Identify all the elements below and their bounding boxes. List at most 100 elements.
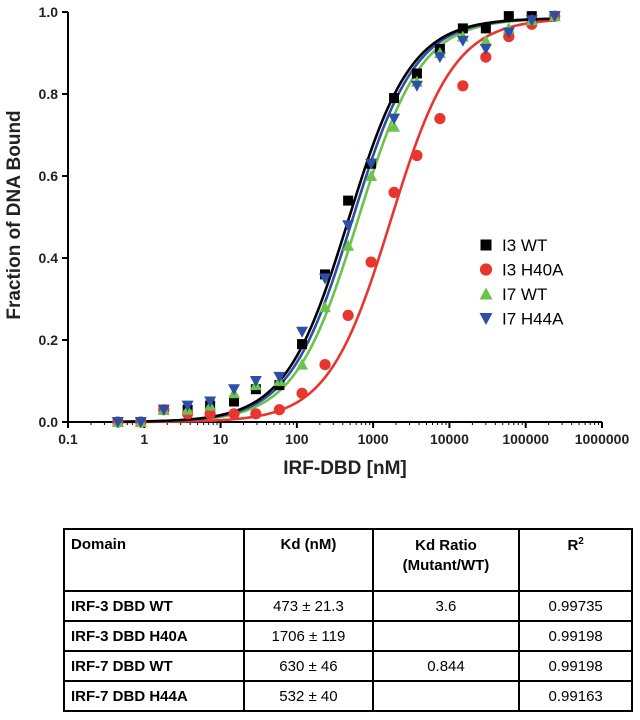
legend-marker	[479, 287, 493, 300]
header-r2: R2	[518, 528, 633, 592]
legend-label: I7 WT	[502, 285, 547, 304]
data-point	[296, 358, 309, 370]
cell-domain: IRF-7 DBD WT	[62, 650, 246, 682]
cell-r2: 0.99198	[518, 620, 633, 652]
data-point	[365, 170, 378, 181]
header-kd: Kd (nM)	[243, 528, 374, 592]
data-point	[229, 396, 240, 407]
table-header-row: Domain Kd (nM) Kd Ratio (Mutant/WT) R2	[62, 528, 633, 592]
data-point	[111, 417, 124, 428]
data-point	[433, 52, 446, 64]
data-point	[204, 396, 217, 408]
cell-domain: IRF-3 DBD H40A	[62, 620, 246, 652]
table-row: IRF-7 DBD WT 630 ± 46 0.844 0.99198	[62, 650, 633, 682]
y-tick-label: 0.8	[39, 86, 59, 102]
cell-ratio	[371, 680, 521, 712]
data-point	[480, 23, 491, 34]
data-point	[456, 35, 469, 47]
data-point	[204, 408, 216, 420]
data-point	[480, 51, 492, 63]
legend-marker	[479, 263, 493, 276]
data-point	[319, 273, 332, 285]
kd-table: Domain Kd (nM) Kd Ratio (Mutant/WT) R2 I…	[62, 528, 633, 712]
cell-r2: 0.99735	[518, 590, 633, 622]
header-r2-base: R	[567, 537, 579, 554]
data-point	[273, 371, 286, 383]
y-tick-label: 0.6	[39, 168, 59, 184]
data-point	[157, 404, 170, 416]
data-point	[479, 34, 492, 46]
table-row: IRF-3 DBD H40A 1706 ± 119 0.99198	[62, 620, 633, 652]
data-point	[296, 387, 308, 399]
data-point	[410, 80, 423, 92]
x-tick-label: 1000000	[575, 431, 630, 447]
x-tick-label: 10	[213, 431, 229, 447]
data-point	[228, 384, 241, 396]
data-point	[365, 158, 378, 170]
data-point	[228, 408, 240, 420]
data-point	[273, 404, 285, 416]
cell-kd: 630 ± 46	[243, 650, 374, 682]
data-point	[342, 309, 354, 321]
legend-label: I7 H44A	[502, 310, 564, 329]
cell-domain: IRF-3 DBD WT	[62, 590, 246, 622]
data-point	[457, 80, 469, 92]
x-tick-label: 100	[285, 431, 309, 447]
data-point	[411, 149, 423, 162]
x-tick-label: 1000	[358, 431, 389, 447]
data-point	[343, 195, 354, 206]
y-tick-label: 1.0	[39, 4, 59, 20]
cell-kd: 473 ± 21.3	[243, 590, 374, 622]
cell-domain: IRF-7 DBD H44A	[62, 680, 246, 712]
table-row: IRF-3 DBD WT 473 ± 21.3 3.6 0.99735	[62, 590, 633, 622]
y-tick-label: 0.2	[39, 332, 59, 348]
x-tick-label: 10000	[430, 431, 469, 447]
data-point	[388, 120, 401, 132]
data-point	[319, 301, 332, 313]
header-kd-ratio-line2: (Mutant/WT)	[402, 557, 490, 574]
legend-label: I3 WT	[502, 236, 547, 255]
binding-curve-chart: 0.1 1 10 100 1000 10000 100000 1000000 0.0 0.2 0.4…	[4, 4, 630, 479]
data-point	[297, 339, 308, 350]
header-domain: Domain	[62, 528, 246, 592]
fit-curve	[113, 18, 558, 424]
legend: I3 WT I3 H40A I7 WT I7 H44A	[479, 236, 564, 329]
x-tick-label: 1	[140, 431, 148, 447]
header-r2-sup: 2	[578, 536, 584, 547]
cell-kd: 1706 ± 119	[243, 620, 374, 652]
data-point	[249, 376, 262, 387]
x-tick-label: 100000	[502, 431, 549, 447]
data-point	[411, 68, 422, 79]
data-point	[181, 400, 194, 412]
fit-curves	[113, 17, 558, 424]
data-points	[111, 10, 561, 428]
x-axis-title: IRF-DBD [nM]	[283, 458, 406, 479]
x-tick-label: 0.1	[58, 431, 78, 447]
data-point	[134, 417, 147, 428]
header-kd-ratio: Kd Ratio (Mutant/WT)	[371, 528, 521, 592]
data-point	[342, 239, 355, 251]
cell-ratio: 0.844	[371, 650, 521, 682]
data-point	[389, 93, 400, 104]
data-point	[296, 326, 309, 338]
data-point	[250, 408, 262, 420]
legend-marker	[480, 239, 492, 251]
data-point	[503, 11, 514, 22]
y-axis-title: Fraction of DNA Bound	[4, 110, 25, 319]
data-point	[525, 15, 538, 27]
data-point	[548, 11, 561, 23]
cell-r2: 0.99198	[518, 650, 633, 682]
data-point	[365, 256, 377, 268]
cell-r2: 0.99163	[518, 680, 633, 712]
axes: 0.1 1 10 100 1000 10000 100000 1000000 0.0 0.2 0.4…	[39, 4, 630, 447]
data-point	[319, 359, 331, 371]
y-tick-label: 0.0	[39, 414, 59, 430]
data-point	[457, 23, 468, 34]
data-point	[434, 113, 446, 125]
cell-ratio: 3.6	[371, 590, 521, 622]
data-point	[342, 220, 355, 232]
cell-ratio	[371, 620, 521, 652]
y-tick-label: 0.4	[39, 250, 59, 266]
cell-kd: 532 ± 40	[243, 680, 374, 712]
legend-label: I3 H40A	[502, 261, 564, 280]
